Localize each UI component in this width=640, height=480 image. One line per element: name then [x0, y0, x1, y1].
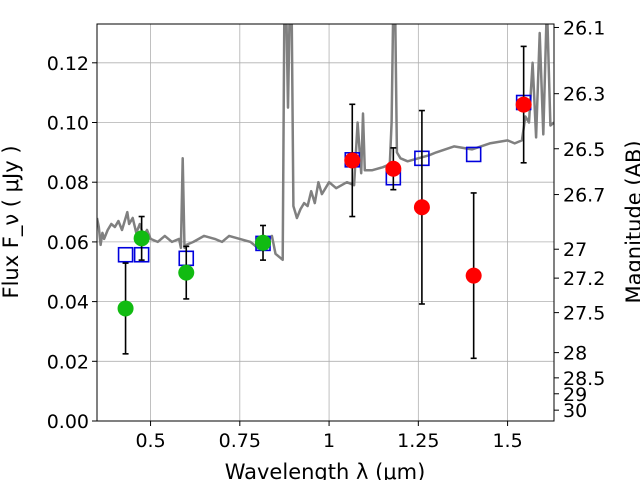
magnitude-tick-label: 28.5: [563, 368, 605, 390]
nir-flux-point: [413, 199, 430, 216]
magnitude-tick-label: 26.7: [563, 185, 605, 207]
optical-flux-point: [117, 300, 134, 317]
y-tick-label: 0.00: [47, 411, 89, 433]
y-tick-label: 0.10: [47, 113, 89, 135]
magnitude-axis-label: Magnitude (AB): [622, 140, 640, 303]
nir-flux-point: [344, 152, 361, 169]
y-tick-label: 0.02: [47, 351, 89, 373]
y-tick-label: 0.12: [47, 53, 89, 75]
optical-flux-point: [178, 264, 195, 281]
grid-lines: [97, 24, 554, 422]
nir-flux-point: [385, 160, 402, 177]
magnitude-tick-label: 26.1: [563, 17, 605, 39]
template-spectrum-line: [97, 24, 554, 262]
nir-flux-point: [465, 267, 482, 284]
magnitude-tick-label: 26.5: [563, 139, 605, 161]
nir-flux-point: [515, 96, 532, 113]
x-tick-label: 0.75: [219, 430, 261, 452]
x-axis-ticks: 0.5 0.75 1 1.25 1.5: [135, 421, 523, 452]
magnitude-tick-label: 29: [563, 384, 587, 406]
x-tick-label: 1.25: [397, 430, 439, 452]
magnitude-tick-label: 30: [563, 400, 587, 422]
magnitude-tick-label: 27: [563, 239, 587, 261]
measured-flux-points: [117, 96, 532, 317]
optical-flux-point: [255, 234, 272, 251]
x-tick-label: 1.5: [492, 430, 522, 452]
model-point-marker: [117, 246, 134, 263]
model-point-marker: [465, 146, 482, 163]
template-spectrum: [97, 24, 554, 262]
x-tick-label: 0.5: [135, 430, 165, 452]
magnitude-tick-label: 26.3: [563, 84, 605, 106]
plot-frame: [96, 23, 555, 422]
y-tick-label: 0.08: [47, 172, 89, 194]
magnitude-tick-label: 28: [563, 343, 587, 365]
magnitude-tick-label: 27.5: [563, 303, 605, 325]
x-axis-label: Wavelength λ (μm): [225, 460, 426, 480]
magnitude-tick-label: 27.2: [563, 268, 605, 290]
x-tick-label: 1: [323, 430, 335, 452]
optical-flux-point: [133, 230, 150, 247]
y-tick-label: 0.04: [47, 292, 89, 314]
y-tick-label: 0.06: [47, 232, 89, 254]
y-axis-ticks: 0.00 0.02 0.04 0.06 0.08 0.10 0.12: [47, 53, 97, 433]
y-axis-label: Flux F_ν ( μJy ): [0, 145, 24, 298]
